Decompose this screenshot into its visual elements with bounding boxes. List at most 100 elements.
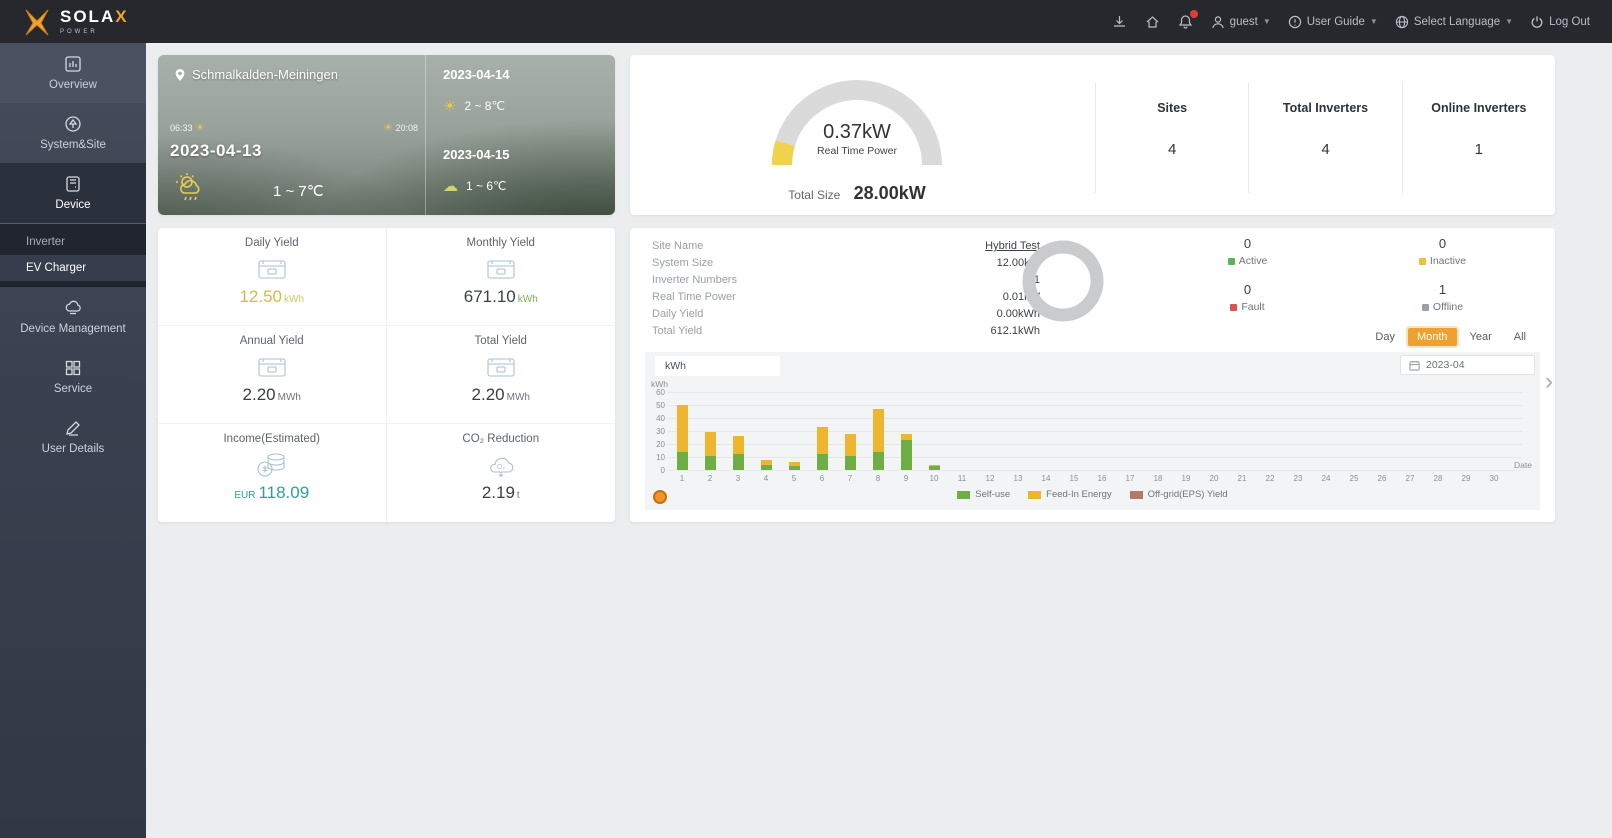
legend-swatch-icon xyxy=(957,490,971,499)
date-picker[interactable]: 2023-04 xyxy=(1400,355,1535,375)
x-axis-label: Date xyxy=(1514,460,1532,470)
sidebar-item-overview[interactable]: Overview xyxy=(0,43,146,103)
bar-segment xyxy=(732,436,744,455)
logout-button[interactable]: Log Out xyxy=(1530,15,1590,29)
x-tick-label: 16 xyxy=(1097,474,1107,483)
weather-divider xyxy=(425,55,426,215)
y-tick-label: 50 xyxy=(656,401,665,410)
calendar-icon xyxy=(1409,360,1420,371)
x-tick-label: 9 xyxy=(903,474,909,483)
sun-cloud-icon: ☁ xyxy=(443,178,458,195)
detail-value: 1 xyxy=(1033,274,1040,286)
range-button-year[interactable]: Year xyxy=(1461,328,1501,346)
user-guide-menu[interactable]: User Guide ▼ xyxy=(1288,15,1378,29)
detail-label: Inverter Numbers xyxy=(652,274,737,286)
status-value: 0 xyxy=(1438,236,1447,251)
range-button-day[interactable]: Day xyxy=(1366,328,1404,346)
yield-value: 2.20 MWh xyxy=(471,385,530,404)
bar-segment xyxy=(788,466,800,470)
yield-label: Income(Estimated) xyxy=(223,433,320,445)
sidebar-item-device-management[interactable]: Device Management xyxy=(0,287,146,347)
logout-label: Log Out xyxy=(1549,15,1590,28)
sidebar-item-system-site[interactable]: System&Site xyxy=(0,103,146,163)
bell-icon[interactable] xyxy=(1178,9,1198,30)
x-tick-label: 10 xyxy=(929,474,939,483)
site-detail-row: System Size 12.00kW xyxy=(652,255,1040,272)
yield-value: EUR 118.09 xyxy=(234,483,310,502)
yield-label: Monthly Yield xyxy=(466,237,535,249)
unit-tab[interactable]: kWh xyxy=(655,356,780,376)
x-tick-label: 12 xyxy=(985,474,995,483)
status-dot-icon xyxy=(1230,303,1238,311)
sidebar: Overview System&Site Device Inverter EV … xyxy=(0,43,146,838)
x-tick-label: 26 xyxy=(1377,474,1387,483)
range-button-month[interactable]: Month xyxy=(1407,328,1457,346)
chart-marker-icon xyxy=(653,490,667,504)
bar-segment xyxy=(872,451,884,470)
bar-chart: kWh kWh Self-use Feed-In Energy Off-grid(E… xyxy=(645,352,1540,510)
gridline xyxy=(668,405,1522,406)
gridline xyxy=(668,418,1522,419)
sunset-time: 20:08 xyxy=(395,123,418,133)
gridline xyxy=(668,457,1522,458)
yield-value: 2.19 t xyxy=(481,483,520,502)
gridline xyxy=(668,431,1522,432)
yield-cell-4: Income(Estimated) EUR 118.09 xyxy=(158,424,387,522)
x-tick-label: 13 xyxy=(1013,474,1023,483)
next-chevron-icon[interactable]: › xyxy=(1545,368,1553,395)
x-tick-label: 15 xyxy=(1069,474,1079,483)
status-value: 0 xyxy=(1243,236,1252,251)
x-tick-label: 11 xyxy=(957,474,967,483)
x-tick-label: 29 xyxy=(1461,474,1471,483)
chevron-down-icon: ▼ xyxy=(1262,17,1271,26)
bar-segment xyxy=(788,462,800,467)
x-tick-label: 25 xyxy=(1349,474,1359,483)
x-tick-label: 7 xyxy=(847,474,853,483)
detail-value-link[interactable]: Hybrid Test xyxy=(985,240,1040,252)
detail-label: Daily Yield xyxy=(652,308,704,320)
coins-icon xyxy=(158,449,386,481)
submenu-item-ev-charger[interactable]: EV Charger xyxy=(0,255,146,281)
status-cell-offline: 1 Offline xyxy=(1345,282,1540,328)
status-label: Inactive xyxy=(1429,255,1467,267)
device-icon xyxy=(66,176,80,192)
overview-icon xyxy=(65,56,81,72)
yield-cell-5: CO₂ Reduction O₂ 2.19 t xyxy=(387,424,616,522)
stat-sites: Sites 4 xyxy=(1095,83,1248,193)
user-menu[interactable]: guest ▼ xyxy=(1211,15,1271,29)
range-buttons: Day Month Year All xyxy=(1366,328,1535,346)
y-tick-label: 60 xyxy=(656,388,665,397)
download-icon[interactable] xyxy=(1112,14,1128,30)
co2-icon: O₂ xyxy=(387,449,616,481)
date-picker-value: 2023-04 xyxy=(1426,359,1465,371)
book-icon xyxy=(1288,15,1301,28)
user-name: guest xyxy=(1229,15,1258,28)
main-content: Schmalkalden-Meiningen 06:33 ☀ ☀ 20:08 2… xyxy=(146,43,1612,838)
bar-segment xyxy=(760,464,772,470)
yield-label: Daily Yield xyxy=(244,237,299,249)
submenu-item-inverter[interactable]: Inverter xyxy=(26,236,65,248)
power-icon xyxy=(1531,15,1543,28)
sidebar-item-device[interactable]: Device xyxy=(0,163,146,223)
y-tick-label: 0 xyxy=(660,466,665,475)
language-menu[interactable]: Select Language ▼ xyxy=(1395,15,1513,29)
sidebar-item-user-details[interactable]: User Details xyxy=(0,407,146,467)
status-label: Fault xyxy=(1241,301,1265,313)
x-tick-label: 5 xyxy=(791,474,797,483)
y-tick-label: 40 xyxy=(656,414,665,423)
home-icon[interactable] xyxy=(1145,14,1161,30)
legend-item: Feed-In Energy xyxy=(1028,489,1112,500)
yield-label: CO₂ Reduction xyxy=(462,433,540,445)
detail-value: 612.1kWh xyxy=(990,325,1040,337)
x-tick-label: 1 xyxy=(679,474,685,483)
x-tick-label: 20 xyxy=(1209,474,1219,483)
sunrise-icon: ☀ xyxy=(195,122,205,134)
bar-segment xyxy=(732,454,744,470)
total-size-label: Total Size xyxy=(788,188,841,202)
sidebar-item-service[interactable]: Service xyxy=(0,347,146,407)
bar-segment xyxy=(816,454,828,470)
range-button-all[interactable]: All xyxy=(1505,328,1535,346)
x-tick-label: 21 xyxy=(1237,474,1247,483)
site-details-list: Site Name Hybrid Test System Size 12.00kW In… xyxy=(652,238,1040,340)
brand-logo[interactable]: SOLAX POWER xyxy=(22,7,129,37)
